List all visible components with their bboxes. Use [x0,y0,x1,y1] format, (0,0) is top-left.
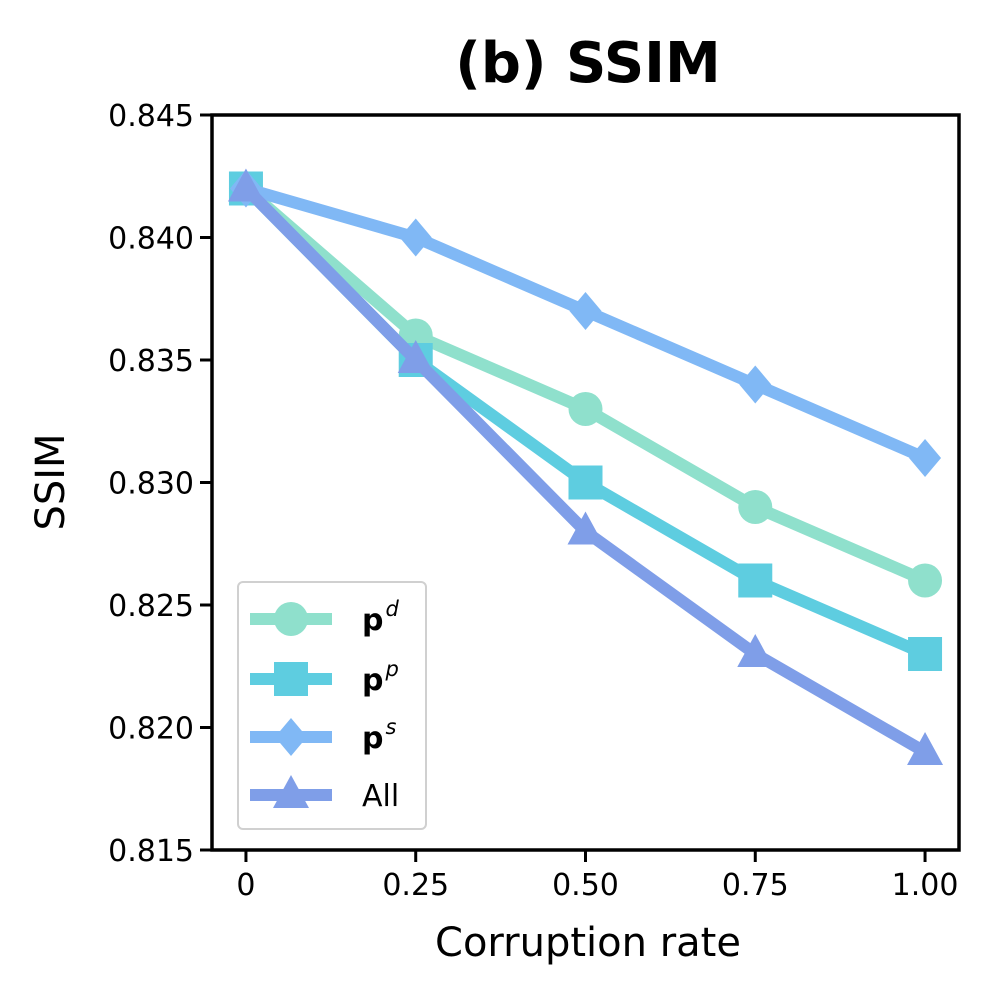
data-point-pp [908,637,943,671]
x-tick-label: 1.00 [892,868,959,903]
legend-label-pd: pd [362,597,399,638]
data-point-all [907,732,944,765]
legend-marker-all [273,775,309,808]
data-point-all [397,340,434,373]
legend-marker-pp [274,662,308,696]
data-point-ps [569,292,602,330]
legend-label-all: All [362,779,399,814]
y-tick-label: 0.815 [108,834,194,869]
x-tick-label: 0.50 [552,868,619,903]
legend-label-ps: ps [362,715,396,756]
x-axis: 0 0.25 0.50 0.75 1.00 [236,850,958,903]
y-axis-label: SSIM [28,433,74,530]
y-tick-label: 0.825 [108,589,194,624]
legend-marker-ps [275,718,307,756]
x-tick-label: 0.25 [382,868,449,903]
y-tick-label: 0.830 [108,467,194,502]
data-point-all [567,511,604,545]
data-point-all [227,168,264,202]
chart-title: (b) SSIM [455,31,720,96]
y-tick-label: 0.840 [108,222,194,257]
y-tick-label: 0.845 [108,99,194,134]
data-point-pd [738,490,773,524]
data-point-ps [909,439,942,477]
legend-box [237,581,427,830]
legend-label-pp: pp [362,657,399,698]
data-point-ps [739,365,772,404]
legend-marker-pd [274,602,308,636]
data-point-pp [568,465,603,500]
series-layer [227,168,944,765]
data-point-all [737,634,774,667]
y-axis: 0.815 0.820 0.825 0.830 0.835 0.840 0.845 [108,99,212,869]
legend: pd pp ps All [237,581,427,830]
x-axis-label: Corruption rate [435,920,741,966]
data-point-pd [908,563,943,598]
data-point-ps [399,218,432,257]
y-tick-label: 0.820 [108,712,194,747]
data-point-pp [738,563,773,598]
x-tick-label: 0 [236,868,255,903]
y-tick-label: 0.835 [108,344,194,379]
data-point-pd [568,392,603,426]
x-tick-label: 0.75 [722,868,789,903]
